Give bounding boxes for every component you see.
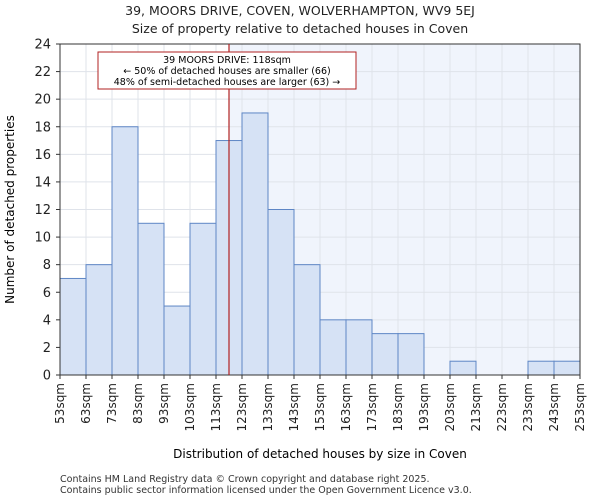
footer-line2: Contains public sector information licen… <box>60 485 472 496</box>
x-axis-ticks: 53sqm 63sqm 73sqm 83sqm 93sqm 103sqm 113sqm 123… <box>53 375 587 431</box>
y-axis-label: Number of detached properties <box>3 115 17 304</box>
bar-133sqm <box>267 209 295 376</box>
chart-title-line1: 39, MOORS DRIVE, COVEN, WOLVERHAMPTON, W… <box>125 3 475 18</box>
x-tick-label-93sqm: 93sqm <box>157 383 171 424</box>
x-tick-label-83sqm: 83sqm <box>131 383 145 424</box>
bar-93sqm <box>163 305 191 376</box>
x-tick-label-63sqm: 63sqm <box>79 383 93 424</box>
annotation-line1: 39 MOORS DRIVE: 118sqm <box>163 55 291 66</box>
y-tick-label-24: 24 <box>34 38 51 53</box>
x-tick-label-223sqm: 223sqm <box>495 383 509 431</box>
y-tick-label-0: 0 <box>43 369 51 384</box>
x-tick-label-123sqm: 123sqm <box>235 383 249 431</box>
x-tick-label-233sqm: 233sqm <box>521 383 535 431</box>
y-tick-label-6: 6 <box>43 286 51 301</box>
y-tick-label-12: 12 <box>34 203 51 218</box>
x-tick-label-143sqm: 143sqm <box>287 383 301 431</box>
y-tick-label-2: 2 <box>43 341 51 356</box>
bar-83sqm <box>137 222 165 376</box>
plot-frame <box>59 43 581 376</box>
chart-title-line2: Size of property relative to detached ho… <box>131 21 469 36</box>
y-tick-label-8: 8 <box>43 258 51 273</box>
x-axis-label: Distribution of detached houses by size … <box>173 447 467 461</box>
bar-103sqm <box>189 222 217 376</box>
x-tick-label-103sqm: 103sqm <box>183 383 197 431</box>
x-tick-label-243sqm: 243sqm <box>547 383 561 431</box>
y-tick-label-14: 14 <box>34 175 51 190</box>
x-tick-label-253sqm: 253sqm <box>573 383 587 431</box>
x-tick-label-203sqm: 203sqm <box>443 383 457 431</box>
y-tick-label-10: 10 <box>34 231 51 246</box>
bar-143sqm <box>293 264 321 376</box>
x-tick-label-73sqm: 73sqm <box>105 383 119 424</box>
bar-163sqm <box>345 319 373 376</box>
bar-73sqm <box>111 126 139 376</box>
bar-173sqm <box>371 333 399 376</box>
x-tick-label-153sqm: 153sqm <box>313 383 327 431</box>
x-tick-label-183sqm: 183sqm <box>391 383 405 431</box>
annotation-line2: ← 50% of detached houses are smaller (66… <box>123 66 330 77</box>
bar-53sqm <box>59 277 87 376</box>
y-tick-label-4: 4 <box>43 313 51 328</box>
x-tick-label-163sqm: 163sqm <box>339 383 353 431</box>
x-tick-label-133sqm: 133sqm <box>261 383 275 431</box>
x-tick-label-113sqm: 113sqm <box>209 383 223 431</box>
x-tick-label-53sqm: 53sqm <box>53 383 67 424</box>
bar-203sqm <box>449 360 477 376</box>
y-tick-label-20: 20 <box>34 93 51 108</box>
bar-233sqm <box>527 360 555 376</box>
y-tick-label-18: 18 <box>34 120 51 135</box>
bar-183sqm <box>397 333 425 376</box>
bar-153sqm <box>319 319 347 376</box>
x-tick-label-213sqm: 213sqm <box>469 383 483 431</box>
y-tick-label-16: 16 <box>34 148 51 163</box>
annotation-line3: 48% of semi-detached houses are larger (… <box>114 77 341 88</box>
x-tick-label-173sqm: 173sqm <box>365 383 379 431</box>
y-tick-label-22: 22 <box>34 65 51 80</box>
bar-63sqm <box>85 264 113 376</box>
x-tick-label-193sqm: 193sqm <box>417 383 431 431</box>
bar-243sqm <box>553 360 581 376</box>
bar-123sqm <box>241 112 269 376</box>
footer-line1: Contains HM Land Registry data © Crown c… <box>60 474 430 485</box>
annotation-box <box>97 51 357 90</box>
